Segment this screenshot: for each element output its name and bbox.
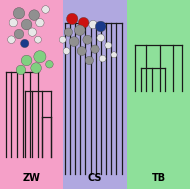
Circle shape (31, 63, 41, 73)
Circle shape (74, 25, 85, 36)
Circle shape (63, 48, 70, 54)
Circle shape (42, 6, 49, 13)
Circle shape (97, 34, 105, 42)
Circle shape (34, 51, 46, 63)
Circle shape (46, 60, 53, 68)
FancyBboxPatch shape (63, 0, 127, 189)
Circle shape (13, 8, 25, 19)
Circle shape (8, 36, 15, 43)
Circle shape (64, 28, 73, 36)
Circle shape (89, 20, 97, 29)
Circle shape (29, 10, 40, 20)
FancyBboxPatch shape (0, 0, 63, 189)
FancyBboxPatch shape (127, 0, 190, 189)
Circle shape (83, 35, 92, 44)
Circle shape (77, 46, 86, 56)
Circle shape (91, 45, 99, 53)
Circle shape (111, 52, 117, 58)
Circle shape (69, 37, 79, 46)
Circle shape (21, 55, 32, 66)
Circle shape (14, 29, 24, 39)
Text: ZW: ZW (22, 173, 40, 183)
Circle shape (21, 39, 29, 48)
Text: CS: CS (88, 173, 102, 183)
Circle shape (16, 65, 26, 75)
Circle shape (85, 56, 93, 65)
Circle shape (21, 19, 32, 30)
Text: TB: TB (152, 173, 166, 183)
Circle shape (99, 55, 106, 62)
Circle shape (28, 28, 36, 36)
Circle shape (95, 21, 106, 32)
Circle shape (9, 19, 17, 27)
Circle shape (78, 17, 89, 28)
Circle shape (66, 13, 78, 25)
Circle shape (59, 36, 66, 43)
Circle shape (35, 36, 41, 43)
Circle shape (105, 42, 112, 49)
Circle shape (36, 19, 44, 27)
